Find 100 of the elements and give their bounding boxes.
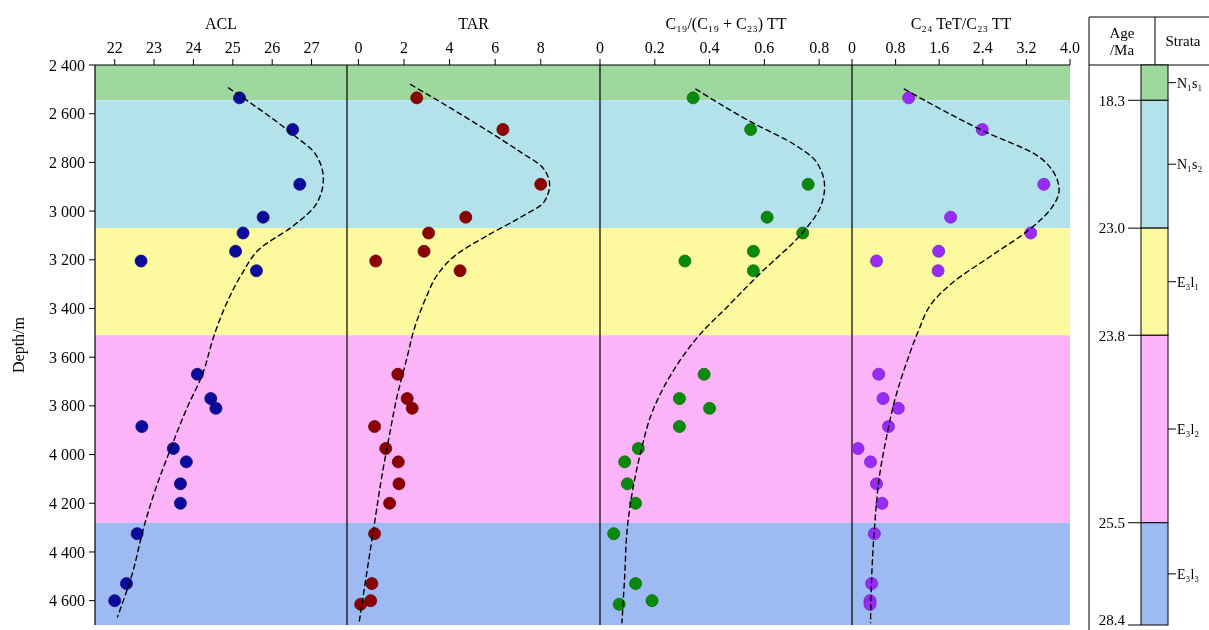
point xyxy=(108,594,122,608)
x-tick-label: 0.2 xyxy=(644,39,665,56)
x-tick-label: 22 xyxy=(106,39,123,56)
point xyxy=(645,594,659,608)
x-tick-label: 2 xyxy=(399,39,408,56)
y-tick-label: 4 600 xyxy=(49,592,85,610)
point xyxy=(368,420,381,433)
point xyxy=(190,367,204,381)
point xyxy=(686,91,700,105)
point xyxy=(229,244,242,258)
y-tick-label: 2 800 xyxy=(49,153,85,171)
text: 23.8 xyxy=(1098,327,1125,344)
point xyxy=(410,91,424,105)
point xyxy=(400,392,414,405)
strata-block: E₃l₃ xyxy=(1140,522,1200,626)
point xyxy=(120,577,133,591)
point xyxy=(534,177,548,191)
y-tick-label: 4 200 xyxy=(49,494,85,512)
point xyxy=(851,442,865,455)
text: 25.5 xyxy=(1098,514,1125,531)
x-tick-label: 0.6 xyxy=(754,39,775,56)
x-tick-label: 23 xyxy=(146,39,163,56)
point xyxy=(607,527,621,541)
point xyxy=(174,477,187,491)
x-tick-label: 4.0 xyxy=(1060,39,1080,56)
point xyxy=(1024,226,1038,240)
point xyxy=(746,264,760,278)
x-tick-label: 0 xyxy=(354,39,363,56)
point xyxy=(944,210,958,224)
point xyxy=(673,420,686,433)
point xyxy=(130,527,144,541)
point xyxy=(678,254,692,268)
point xyxy=(872,367,886,381)
x-tick-label: 26 xyxy=(264,39,281,56)
x-tick-label: 25 xyxy=(224,39,241,56)
point xyxy=(179,455,193,469)
x-tick-label: 27 xyxy=(303,39,320,56)
point xyxy=(1037,177,1051,191)
point xyxy=(801,177,815,191)
point xyxy=(931,264,945,278)
point xyxy=(902,91,916,105)
category-label: E₃l₁ xyxy=(1177,274,1200,290)
text: 18.3 xyxy=(1098,92,1125,109)
strata-block: N₁s₂ xyxy=(1140,99,1203,229)
text: Strata xyxy=(1165,33,1201,50)
point xyxy=(391,455,405,469)
point xyxy=(620,477,634,491)
point xyxy=(368,527,381,541)
point xyxy=(703,401,716,415)
text: Age /Ma xyxy=(1109,24,1135,58)
point xyxy=(166,442,180,455)
category-label: N₁s₁ xyxy=(1177,75,1203,91)
point xyxy=(250,264,263,278)
point xyxy=(209,401,223,415)
y-tick-label: 2 400 xyxy=(49,56,85,74)
strata-block: N₁s₁ xyxy=(1140,64,1203,101)
point xyxy=(364,594,378,608)
x-tick-label: 6 xyxy=(491,39,500,56)
point xyxy=(746,244,760,258)
point xyxy=(453,264,467,278)
point xyxy=(697,367,711,381)
point xyxy=(796,226,810,240)
point xyxy=(383,496,397,510)
point xyxy=(134,254,148,268)
y-tick-label: 2 600 xyxy=(49,105,85,123)
point xyxy=(369,254,383,268)
x-tick-label: 2.4 xyxy=(972,39,993,56)
point xyxy=(256,210,270,224)
y-tick-label: 3 600 xyxy=(49,348,85,366)
x-axis-title: C₁₉/(C₁₉ + C₂₃) TT xyxy=(665,15,787,33)
point xyxy=(870,254,883,268)
x-tick-label: 24 xyxy=(185,39,202,56)
point xyxy=(365,577,379,591)
point xyxy=(876,392,890,405)
point xyxy=(629,496,643,510)
x-tick-label: 0 xyxy=(848,39,856,56)
point xyxy=(391,367,405,381)
point xyxy=(417,244,431,258)
text: 23.0 xyxy=(1098,220,1125,237)
point xyxy=(236,226,250,240)
x-tick-label: 0.4 xyxy=(699,39,720,56)
y-tick-label: 3 000 xyxy=(49,202,85,220)
point xyxy=(392,477,406,491)
point xyxy=(631,442,645,455)
category-label: N₁s₂ xyxy=(1177,157,1203,173)
x-axis-title: ACL xyxy=(205,15,237,32)
text: 28.4 xyxy=(1098,612,1126,629)
x-tick-label: 1.6 xyxy=(929,39,950,56)
point xyxy=(293,177,307,191)
x-tick-label: 3.2 xyxy=(1016,39,1037,56)
x-axis-title: TAR xyxy=(458,15,490,32)
x-tick-label: 0.8 xyxy=(809,39,830,56)
point xyxy=(865,577,879,591)
point xyxy=(932,244,946,258)
line-series xyxy=(116,87,325,618)
point xyxy=(629,577,643,591)
y-tick-label: 3 400 xyxy=(49,300,85,318)
point xyxy=(496,123,510,136)
y-tick-label: 3 200 xyxy=(49,251,85,269)
x-tick-label: 0 xyxy=(596,39,604,56)
